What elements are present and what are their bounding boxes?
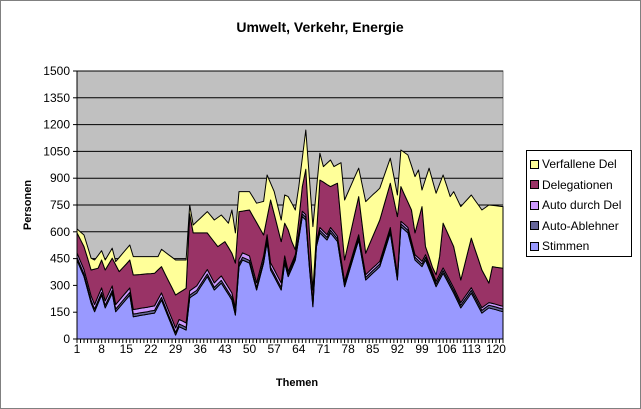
legend-swatch: [530, 159, 539, 169]
x-tick-label: 64: [292, 342, 306, 356]
legend-label: Auto-Ablehner: [542, 218, 619, 233]
y-tick-label: 600: [50, 225, 70, 239]
legend-swatch: [530, 221, 539, 231]
y-tick-label: 0: [63, 332, 70, 346]
x-tick-label: 8: [98, 342, 105, 356]
x-tick-label: 113: [462, 342, 481, 356]
area-verfallene-del: [76, 129, 504, 296]
y-tick-label: 1350: [43, 91, 70, 105]
x-tick-label: 106: [437, 342, 457, 356]
y-tick-label: 150: [50, 305, 70, 319]
legend: Verfallene Del Delegationen Auto durch Del…: [526, 150, 632, 257]
x-tick-label: 50: [243, 342, 257, 356]
legend-swatch: [530, 241, 539, 251]
y-tick-label: 1500: [43, 64, 70, 78]
y-tick-label: 1200: [43, 118, 70, 132]
y-axis-label: Personen: [22, 180, 34, 230]
y-tick-label: 1050: [43, 144, 70, 158]
legend-label: Delegationen: [542, 177, 613, 192]
x-tick-label: 92: [391, 342, 405, 356]
legend-swatch: [530, 180, 539, 190]
x-tick-label: 43: [218, 342, 232, 356]
y-tick-label: 900: [50, 171, 70, 185]
y-tick-label: 750: [50, 198, 70, 212]
chart-title: Umwelt, Verkehr, Energie: [236, 19, 404, 35]
x-tick-label: 36: [194, 342, 208, 356]
legend-item: Stimmen: [530, 236, 631, 257]
legend-item: Auto durch Del: [530, 195, 631, 216]
legend-item: Auto-Ablehner: [530, 216, 631, 237]
x-tick-label: 29: [169, 342, 183, 356]
y-tick-label: 300: [50, 278, 70, 292]
x-tick-label: 22: [144, 342, 158, 356]
legend-label: Auto durch Del: [542, 198, 622, 213]
legend-label: Stimmen: [542, 239, 590, 254]
legend-label: Verfallene Del: [542, 157, 617, 172]
x-axis-label: Themen: [276, 377, 318, 389]
x-tick-label: 78: [341, 342, 355, 356]
x-tick-label: 71: [317, 342, 331, 356]
legend-item: Verfallene Del: [530, 154, 631, 175]
x-tick-label: 85: [366, 342, 380, 356]
x-tick-label: 1: [74, 342, 81, 356]
x-tick-label: 57: [267, 342, 281, 356]
x-tick-label: 99: [415, 342, 429, 356]
legend-item: Delegationen: [530, 175, 631, 196]
x-tick-label: 15: [120, 342, 134, 356]
legend-swatch: [530, 200, 539, 210]
y-tick-label: 450: [50, 252, 70, 266]
x-tick-label: 120: [486, 342, 506, 356]
axes: 0 150 300 450 600 750 900 1050 1200 1350 1500 1 8 15 2…: [43, 64, 506, 356]
